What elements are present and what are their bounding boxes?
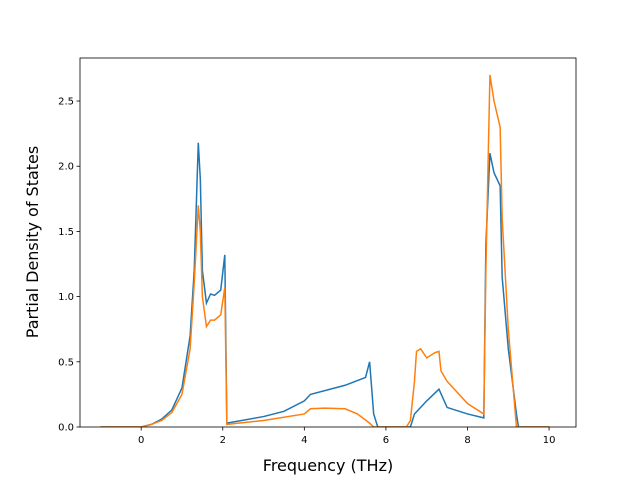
x-axis-label: Frequency (THz) — [263, 456, 393, 475]
plot-frame — [79, 57, 577, 428]
y-tick-label: 2.5 — [58, 97, 74, 108]
y-tick-label: 1.5 — [58, 227, 74, 238]
series-line — [100, 74, 550, 427]
x-tick-label: 10 — [543, 435, 556, 446]
y-tick-label: 1.0 — [58, 292, 74, 303]
y-tick-label: 0.5 — [58, 357, 74, 368]
x-tick-label: 2 — [220, 435, 226, 446]
y-axis-label: Partial Density of States — [23, 146, 42, 338]
series-line — [100, 142, 550, 427]
x-tick-label: 8 — [464, 435, 470, 446]
y-tick-label: 2.0 — [58, 162, 74, 173]
x-tick-label: 0 — [138, 435, 144, 446]
y-tick-label: 0.0 — [58, 423, 74, 434]
x-tick-label: 6 — [383, 435, 389, 446]
x-tick-label: 4 — [301, 435, 307, 446]
